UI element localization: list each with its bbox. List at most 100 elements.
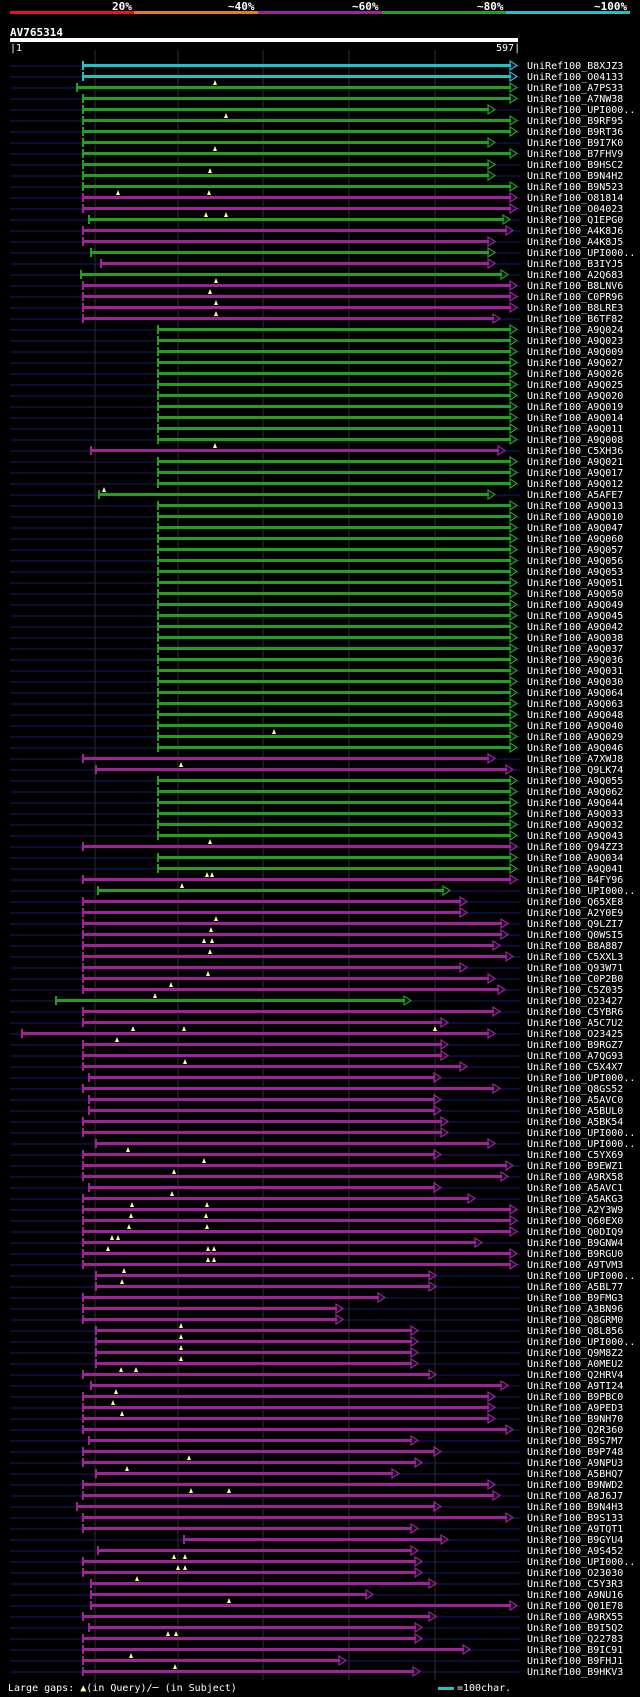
hit-row[interactable]: UniRef100_A9NPU3	[10, 1455, 623, 1469]
hit-row[interactable]: UniRef100_A9Q038	[10, 631, 623, 644]
hit-bar[interactable]	[82, 944, 494, 947]
hit-bar[interactable]	[82, 1043, 442, 1046]
hit-name[interactable]: UniRef100_A9Q040	[527, 721, 623, 732]
hit-name[interactable]: UniRef100_Q9M8Z2	[527, 1348, 623, 1359]
hit-row[interactable]: UniRef100_A7NW38	[10, 92, 623, 105]
hit-bar[interactable]	[95, 1329, 412, 1332]
hit-row[interactable]: UniRef100_A9Q032	[10, 818, 623, 831]
hit-row[interactable]: UniRef100_B9GYU4	[10, 1533, 623, 1546]
hit-bar[interactable]	[157, 603, 511, 606]
hit-bar[interactable]	[98, 493, 489, 496]
hit-bar[interactable]	[82, 1307, 337, 1310]
hit-name[interactable]: UniRef100_UPI000..	[527, 1271, 635, 1282]
hit-bar[interactable]	[82, 900, 461, 903]
hit-row[interactable]: UniRef100_Q8GS52	[10, 1082, 623, 1095]
hit-bar[interactable]	[95, 1472, 393, 1475]
hit-bar[interactable]	[82, 1670, 414, 1673]
hit-name[interactable]: UniRef100_A8J6J7	[527, 1491, 623, 1502]
hit-bar[interactable]	[157, 383, 511, 386]
hit-name[interactable]: UniRef100_B9FMG3	[527, 1293, 623, 1304]
hit-row[interactable]: UniRef100_B9S133	[10, 1511, 623, 1524]
hit-name[interactable]: UniRef100_A9NPU3	[527, 1458, 623, 1469]
hit-bar[interactable]	[157, 746, 511, 749]
hit-name[interactable]: UniRef100_A9Q038	[527, 633, 623, 644]
hit-name[interactable]: UniRef100_A5AKG3	[527, 1194, 623, 1205]
hit-row[interactable]: UniRef100_B9N523	[10, 180, 623, 193]
hit-name[interactable]: UniRef100_B8XJZ3	[527, 61, 623, 72]
hit-row[interactable]: UniRef100_A2Y0E9	[10, 906, 623, 919]
hit-name[interactable]: UniRef100_B9GNW4	[527, 1238, 623, 1249]
hit-name[interactable]: UniRef100_Q0WSI5	[527, 930, 623, 941]
hit-name[interactable]: UniRef100_A9Q042	[527, 622, 623, 633]
hit-row[interactable]: UniRef100_A9Q012	[10, 477, 623, 490]
hit-bar[interactable]	[82, 1131, 442, 1134]
hit-row[interactable]: UniRef100_A9Q048	[10, 708, 623, 721]
hit-row[interactable]: UniRef100_UPI000..	[10, 1334, 635, 1348]
hit-name[interactable]: UniRef100_B9IC91	[527, 1645, 623, 1656]
hit-bar[interactable]	[157, 812, 511, 815]
hit-row[interactable]: UniRef100_A9Q044	[10, 796, 623, 809]
hit-name[interactable]: UniRef100_B9N4H2	[527, 171, 623, 182]
hit-name[interactable]: UniRef100_B7FHV9	[527, 149, 623, 160]
hit-row[interactable]: UniRef100_A5BUL0	[10, 1104, 623, 1117]
hit-bar[interactable]	[157, 823, 511, 826]
hit-row[interactable]: UniRef100_A9Q046	[10, 741, 623, 754]
hit-row[interactable]: UniRef100_A9Q053	[10, 565, 623, 578]
hit-row[interactable]: UniRef100_UPI000..	[10, 1137, 635, 1150]
hit-name[interactable]: UniRef100_A9S452	[527, 1546, 623, 1557]
hit-row[interactable]: UniRef100_C0P2B0	[10, 971, 623, 985]
hit-row[interactable]: UniRef100_B8LNV6	[10, 278, 623, 292]
hit-bar[interactable]	[88, 1076, 435, 1079]
hit-name[interactable]: UniRef100_B9GYU4	[527, 1535, 623, 1546]
hit-bar[interactable]	[157, 867, 511, 870]
hit-row[interactable]: UniRef100_B9HKV3	[10, 1664, 623, 1678]
hit-bar[interactable]	[157, 636, 511, 639]
hit-row[interactable]: UniRef100_A9PED3	[10, 1400, 623, 1414]
hit-row[interactable]: UniRef100_B8XJZ3	[10, 59, 623, 72]
hit-row[interactable]: UniRef100_C5XH36	[10, 443, 623, 457]
hit-row[interactable]: UniRef100_Q9LZI7	[10, 916, 623, 930]
hit-name[interactable]: UniRef100_A5BK54	[527, 1117, 623, 1128]
hit-bar[interactable]	[88, 1626, 416, 1629]
hit-bar[interactable]	[157, 856, 511, 859]
hit-row[interactable]: UniRef100_A9Q036	[10, 653, 623, 666]
hit-bar[interactable]	[95, 1274, 430, 1277]
hit-bar[interactable]	[82, 108, 489, 111]
hit-name[interactable]: UniRef100_B9I5Q2	[527, 1623, 623, 1634]
hit-bar[interactable]	[82, 1483, 489, 1486]
hit-row[interactable]: UniRef100_A9Q029	[10, 729, 623, 743]
hit-row[interactable]: UniRef100_A5AFE7	[10, 487, 623, 501]
hit-row[interactable]: UniRef100_A5AKG3	[10, 1191, 623, 1205]
hit-name[interactable]: UniRef100_A9Q043	[527, 831, 623, 842]
hit-bar[interactable]	[82, 207, 511, 210]
hit-bar[interactable]	[82, 1054, 442, 1057]
hit-bar[interactable]	[82, 130, 511, 133]
hit-row[interactable]: UniRef100_B9EWZ1	[10, 1158, 623, 1172]
hit-name[interactable]: UniRef100_A9Q051	[527, 578, 623, 589]
hit-name[interactable]: UniRef100_A9Q037	[527, 644, 623, 655]
hit-bar[interactable]	[82, 152, 511, 155]
hit-row[interactable]: UniRef100_C0PR96	[10, 289, 623, 303]
hit-row[interactable]: UniRef100_A7PS33	[10, 80, 623, 94]
hit-name[interactable]: UniRef100_A9Q023	[527, 336, 623, 347]
hit-name[interactable]: UniRef100_A9Q029	[527, 732, 623, 743]
hit-bar[interactable]	[82, 317, 494, 320]
hit-bar[interactable]	[82, 966, 461, 969]
hit-row[interactable]: UniRef100_Q60EX0	[10, 1213, 623, 1227]
hit-bar[interactable]	[95, 1362, 412, 1365]
hit-row[interactable]: UniRef100_Q9LK74	[10, 762, 623, 776]
hit-bar[interactable]	[157, 669, 511, 672]
hit-bar[interactable]	[95, 1285, 430, 1288]
hit-row[interactable]: UniRef100_A9TI24	[10, 1379, 623, 1392]
hit-bar[interactable]	[157, 460, 511, 463]
hit-row[interactable]: UniRef100_A9Q009	[10, 345, 623, 358]
hit-row[interactable]: UniRef100_A9Q062	[10, 785, 623, 798]
hit-name[interactable]: UniRef100_A9TI24	[527, 1381, 623, 1392]
hit-name[interactable]: UniRef100_A5AFE7	[527, 490, 623, 501]
hit-row[interactable]: UniRef100_UPI000..	[10, 103, 635, 116]
hit-name[interactable]: UniRef100_C0PR96	[527, 292, 623, 303]
hit-row[interactable]: UniRef100_B9I5Q2	[10, 1621, 623, 1634]
hit-row[interactable]: UniRef100_A9NU16	[10, 1588, 623, 1601]
hit-bar[interactable]	[82, 1120, 442, 1123]
hit-bar[interactable]	[157, 361, 511, 364]
